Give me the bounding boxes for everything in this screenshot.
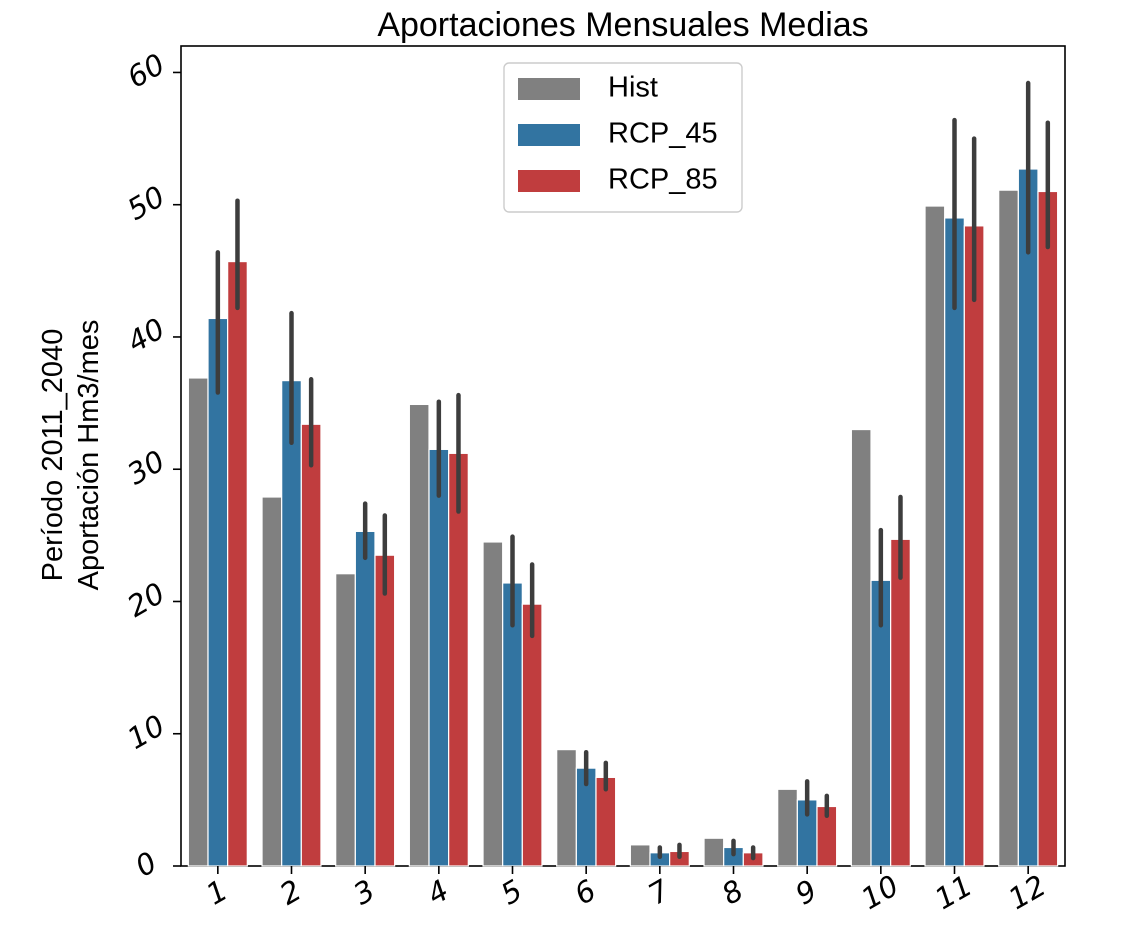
x-tick-label: 9 [790, 873, 823, 912]
bar [1017, 168, 1039, 867]
bar [1037, 190, 1059, 867]
y-axis-label-line-2: Aportación Hm3/mes [73, 320, 105, 591]
plot-frame [180, 45, 1066, 867]
bar [261, 496, 283, 867]
x-tick-label: 1 [200, 873, 233, 912]
x-tick-label: 3 [348, 873, 381, 912]
bar [998, 189, 1019, 867]
bar [482, 541, 504, 867]
x-tick-label: 6 [569, 873, 602, 912]
legend-swatch [518, 124, 580, 146]
bar [850, 428, 872, 867]
bar [629, 844, 651, 867]
bar [703, 837, 725, 867]
legend-swatch [518, 170, 580, 192]
legend-swatch [518, 78, 580, 100]
x-tick-label: 10 [855, 868, 904, 916]
y-tick-label: 40 [122, 311, 171, 359]
bar [890, 538, 911, 867]
bar [521, 603, 543, 867]
legend-label: RCP_45 [608, 118, 718, 150]
x-tick-label: 2 [274, 873, 307, 912]
y-tick-label: 50 [122, 179, 171, 227]
bar [428, 448, 450, 867]
y-tick-label: 0 [130, 845, 163, 884]
legend: Hist RCP_45 RCP_85 [503, 62, 743, 213]
y-tick-label: 20 [122, 576, 171, 624]
x-tick-label: 5 [495, 873, 528, 912]
bar [924, 205, 946, 867]
bar [374, 554, 396, 867]
bar [354, 530, 376, 867]
x-tick-label: 8 [716, 873, 749, 912]
bar [187, 377, 209, 867]
bar [281, 380, 302, 867]
bar [300, 423, 322, 867]
bar [963, 225, 985, 867]
x-tick-label: 7 [642, 873, 675, 912]
x-tick-label: 4 [421, 873, 454, 912]
y-axis-label-line-1: Período 2011_2040 [37, 329, 69, 582]
x-tick-label: 12 [1003, 868, 1052, 916]
bar [207, 317, 229, 867]
bar [777, 788, 798, 867]
bar [448, 452, 469, 867]
bar [335, 573, 356, 867]
y-tick-label: 30 [122, 444, 171, 492]
bar [944, 217, 965, 867]
legend-label: RCP_85 [608, 164, 718, 196]
x-tick-label: 11 [929, 868, 978, 916]
legend-label: Hist [608, 72, 658, 104]
bar [408, 403, 430, 867]
chart-title: Aportaciones Mensuales Medias [377, 6, 868, 44]
bar [556, 749, 577, 867]
y-tick-label: 60 [122, 47, 171, 95]
bar [227, 260, 248, 867]
y-tick-label: 10 [122, 708, 171, 756]
